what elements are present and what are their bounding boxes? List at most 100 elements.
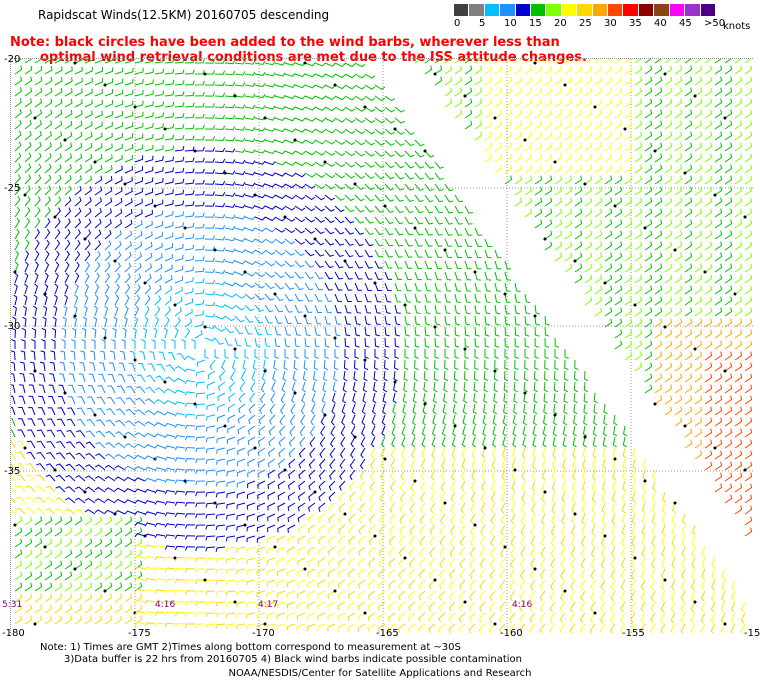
wind-barb: [164, 59, 175, 64]
wind-barb: [174, 178, 185, 185]
wind-barb: [314, 337, 320, 348]
wind-barb: [549, 612, 556, 624]
wind-barb: [257, 502, 266, 511]
wind-barb: [394, 106, 405, 113]
wind-barb: [388, 535, 396, 546]
wind-barb: [69, 361, 76, 372]
wind-barb: [442, 414, 447, 426]
wind-barb: [593, 392, 598, 404]
legend-label: 15: [529, 18, 542, 29]
wind-barb: [714, 252, 723, 262]
wind-barb: [277, 480, 286, 490]
wind-barb: [734, 263, 743, 273]
wind-barb: [54, 218, 61, 229]
wind-barb: [344, 139, 356, 146]
wind-barb: [92, 316, 98, 328]
wind-barb: [154, 611, 166, 616]
wind-barb: [84, 99, 93, 108]
wind-barb: [78, 373, 86, 383]
wind-barb: [338, 535, 346, 545]
wind-barb: [174, 222, 184, 229]
contamination-marker: [233, 347, 237, 351]
contamination-marker: [53, 468, 57, 472]
wind-barb: [494, 120, 503, 130]
wind-barb: [434, 65, 443, 75]
wind-barb: [524, 59, 532, 64]
wind-barb: [469, 557, 476, 569]
wind-barb: [311, 392, 316, 404]
legend-swatch: [700, 4, 716, 16]
wind-barb: [434, 172, 444, 180]
wind-barb: [590, 568, 596, 580]
wind-barb: [724, 362, 733, 372]
contamination-marker: [473, 270, 477, 274]
contamination-marker: [183, 479, 187, 483]
wind-barb: [563, 414, 568, 426]
wind-barb: [267, 502, 276, 511]
wind-barb: [431, 447, 436, 459]
wind-barb: [44, 59, 53, 64]
wind-barb: [480, 502, 486, 514]
wind-barb: [443, 392, 448, 404]
wind-barb: [14, 272, 19, 284]
wind-barb: [574, 241, 583, 251]
wind-barb: [124, 219, 133, 229]
wind-barb: [541, 480, 546, 492]
contamination-marker: [373, 534, 377, 538]
wind-barb: [44, 560, 53, 570]
wind-barb: [364, 172, 375, 180]
wind-barb: [184, 113, 195, 119]
wind-barb: [234, 226, 246, 231]
wind-barb: [64, 59, 73, 64]
wind-barb: [424, 183, 434, 192]
wind-barb: [491, 469, 496, 481]
wind-barb: [724, 76, 733, 86]
wind-barb: [54, 77, 63, 86]
wind-barb: [297, 524, 306, 534]
wind-barb: [14, 163, 22, 174]
wind-barb: [205, 579, 216, 585]
wind-barb: [483, 370, 489, 382]
wind-barb: [64, 99, 73, 108]
wind-barb: [16, 474, 26, 482]
wind-barb: [334, 150, 346, 157]
wind-barb: [274, 205, 286, 211]
wind-barb: [327, 568, 336, 578]
wind-barb: [430, 458, 436, 470]
contamination-marker: [273, 545, 277, 549]
wind-barb: [724, 318, 733, 328]
wind-barb: [499, 568, 506, 580]
wind-barb: [134, 79, 144, 86]
wind-barb: [314, 260, 324, 268]
wind-barb: [489, 546, 496, 558]
wind-barb: [195, 524, 206, 530]
wind-barb: [589, 612, 596, 624]
wind-barb: [454, 315, 461, 326]
wind-barb: [184, 446, 196, 452]
wind-barb: [297, 612, 306, 620]
wind-barb: [144, 101, 154, 108]
wind-barb: [572, 425, 578, 437]
contamination-marker: [333, 589, 337, 593]
wind-barb: [634, 263, 643, 273]
wind-barb: [104, 549, 113, 559]
wind-barb: [84, 153, 93, 163]
wind-barb: [448, 623, 456, 633]
wind-barb: [328, 480, 336, 491]
wind-barb: [307, 557, 316, 566]
wind-barb: [494, 315, 500, 326]
wind-barb: [741, 601, 746, 613]
wind-barb: [372, 403, 377, 415]
wind-barb: [701, 546, 706, 558]
wind-barb: [24, 571, 33, 581]
wind-barb: [420, 458, 426, 470]
wind-barb: [664, 307, 673, 317]
wind-barb: [694, 241, 703, 251]
wind-barb: [520, 502, 526, 514]
wind-barb: [125, 420, 136, 427]
wind-barb: [174, 423, 186, 429]
wind-barb: [114, 262, 121, 273]
wind-barb: [560, 579, 566, 591]
wind-barb: [214, 81, 226, 86]
wind-barb: [44, 185, 52, 196]
